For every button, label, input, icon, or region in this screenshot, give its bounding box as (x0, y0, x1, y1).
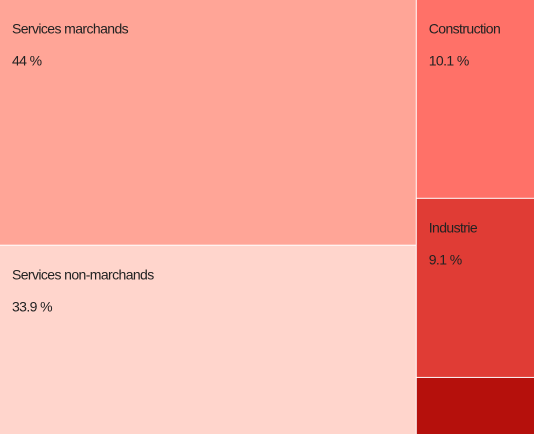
tile-label: Services marchands (12, 21, 129, 37)
tile-value: 9.1 % (429, 252, 462, 268)
tile (416, 198, 534, 377)
tile-value: 44 % (12, 53, 42, 69)
tile-value: 33.9 % (12, 298, 52, 314)
tile (0, 245, 416, 434)
tile (416, 377, 534, 434)
tile-label: Industrie (429, 220, 478, 236)
tile-value: 10.1 % (429, 53, 469, 69)
tile (416, 0, 534, 198)
tile (0, 0, 416, 245)
tile-label: Construction (429, 21, 500, 37)
tile-label: Services non-marchands (12, 266, 154, 282)
